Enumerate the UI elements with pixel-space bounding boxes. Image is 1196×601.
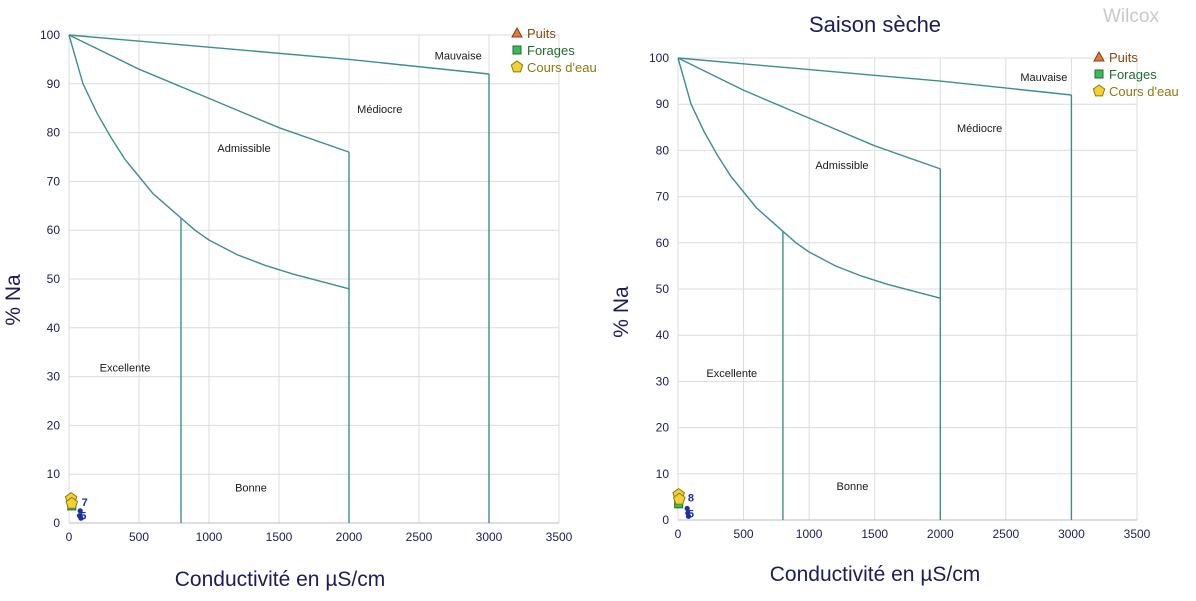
zone-boundary-line — [782, 230, 941, 299]
zone-label: Médiocre — [357, 104, 402, 116]
zone-label: Mauvaise — [1020, 72, 1067, 84]
point-label: 7 — [82, 497, 88, 509]
legend-triangle-icon — [1093, 50, 1105, 62]
zone-label: Mauvaise — [435, 50, 482, 62]
data-points — [672, 487, 692, 519]
legend-label: Forages — [1109, 67, 1157, 82]
cours-deau-point — [65, 496, 79, 509]
x-tick-label: 0 — [66, 530, 73, 544]
x-tick-label: 1000 — [796, 527, 823, 541]
point-label: 8 — [688, 493, 694, 505]
legend-pentagon-icon — [510, 60, 524, 73]
point-label: 5 — [80, 511, 86, 523]
x-tick-label: 3500 — [546, 530, 573, 544]
legend-label: Cours d'eau — [1109, 84, 1179, 99]
point-label: 5 — [688, 509, 694, 521]
data-points — [64, 491, 84, 521]
y-tick-label: 10 — [656, 467, 670, 481]
zone-boundary-line — [677, 57, 1072, 96]
cluster-point — [78, 515, 84, 521]
legend: Puits Forages Cours d'eau — [510, 26, 597, 75]
x-tick-label: 2000 — [927, 527, 954, 541]
x-tick-label: 2000 — [336, 530, 363, 544]
cluster-point — [77, 508, 83, 514]
legend-label: Forages — [527, 43, 575, 58]
zone-label: Excellente — [706, 368, 757, 380]
y-tick-label: 20 — [47, 418, 61, 432]
zone-boundary-line — [68, 34, 350, 153]
zone-label: Admissible — [815, 160, 868, 172]
x-axis-title: Conductivité en µS/cm — [175, 568, 386, 591]
y-tick-label: 30 — [656, 374, 670, 388]
x-tick-label: 3500 — [1124, 527, 1151, 541]
y-tick-label: 100 — [649, 51, 669, 65]
legend-label: Puits — [1109, 50, 1138, 65]
x-tick-label: 0 — [675, 527, 682, 541]
x-axis-title: Conductivité en µS/cm — [770, 563, 981, 586]
zone-label: Bonne — [837, 481, 869, 493]
zone-label: Bonne — [235, 482, 267, 494]
y-tick-label: 50 — [47, 272, 61, 286]
x-tick-label: 1500 — [861, 527, 888, 541]
legend-triangle-icon — [511, 26, 523, 38]
y-tick-label: 20 — [656, 421, 670, 435]
zone-boundary-line — [180, 217, 350, 290]
legend-square-icon — [1094, 69, 1104, 79]
zone-boundary-line — [677, 57, 941, 170]
y-tick-label: 80 — [47, 126, 61, 140]
y-tick-label: 40 — [47, 321, 61, 335]
legend-label: Cours d'eau — [527, 60, 597, 75]
y-tick-label: 100 — [40, 28, 60, 42]
y-tick-label: 70 — [656, 190, 670, 204]
legend-label: Puits — [527, 26, 556, 41]
x-tick-label: 2500 — [993, 527, 1020, 541]
cluster-point — [684, 505, 690, 512]
y-tick-label: 60 — [47, 223, 61, 237]
y-tick-label: 0 — [53, 516, 60, 530]
y-tick-label: 10 — [47, 467, 61, 481]
zone-boundary-line — [68, 34, 182, 219]
y-tick-label: 80 — [656, 143, 670, 157]
chart-title: Saison sèche — [809, 12, 941, 37]
x-tick-label: 1500 — [266, 530, 293, 544]
y-tick-label: 30 — [47, 370, 61, 384]
zone-label: Médiocre — [957, 123, 1002, 135]
zone-label: Excellente — [100, 363, 151, 375]
cours-deau-point — [673, 492, 686, 505]
legend-square-icon — [512, 45, 522, 55]
y-tick-label: 90 — [47, 77, 61, 91]
zone-boundaries — [68, 34, 490, 523]
y-tick-label: 50 — [656, 282, 670, 296]
y-axis-title: % Na — [610, 286, 633, 338]
watermark-text: Wilcox — [1103, 6, 1159, 27]
y-tick-label: 70 — [47, 174, 61, 188]
x-tick-label: 500 — [734, 527, 754, 541]
cluster-point — [685, 513, 692, 519]
x-tick-label: 2500 — [406, 530, 433, 544]
y-tick-label: 0 — [662, 513, 669, 527]
zone-label: Admissible — [217, 143, 270, 155]
zone-boundaries — [677, 57, 1073, 520]
y-tick-label: 90 — [656, 97, 670, 111]
y-tick-label: 60 — [656, 236, 670, 250]
y-axis-title: % Na — [2, 274, 25, 326]
x-tick-label: 500 — [129, 530, 149, 544]
y-tick-label: 40 — [656, 328, 670, 342]
x-tick-label: 3000 — [1058, 527, 1085, 541]
zone-boundary-line — [677, 57, 784, 232]
x-tick-label: 3000 — [476, 530, 503, 544]
legend: Puits Forages Cours d'eau — [1092, 50, 1179, 99]
legend-pentagon-icon — [1092, 84, 1106, 97]
x-tick-label: 1000 — [196, 530, 223, 544]
zone-boundary-line — [68, 34, 490, 75]
